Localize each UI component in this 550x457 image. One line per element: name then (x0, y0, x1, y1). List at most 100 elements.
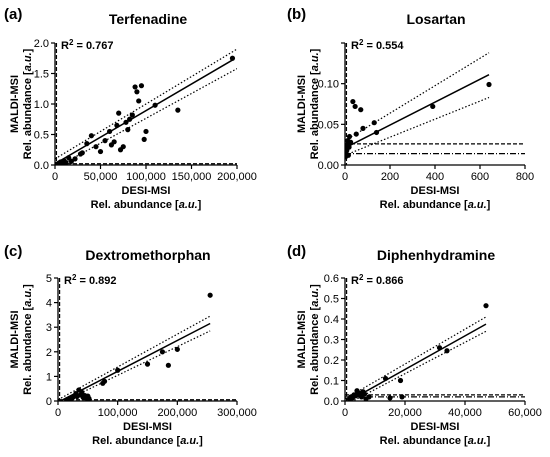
r2-annotation: R2 = 0.892 (64, 273, 116, 287)
data-point (66, 155, 72, 161)
data-point (436, 345, 443, 351)
y-tick-label: 0.0 (34, 160, 49, 172)
panel-b: (b) Losartan 0 200 400 600 800 0.00 0.05 0.10 R2 =… (287, 6, 534, 211)
data-point (63, 159, 69, 165)
x-axis-title: DESI-MSI (122, 185, 171, 197)
x-tick-label: 50,000 (84, 171, 118, 183)
data-point (345, 152, 351, 158)
data-point (101, 378, 108, 384)
data-point (346, 133, 353, 140)
r2-annotation: R2 = 0.554 (351, 38, 404, 52)
chart-title: Dextromethorphan (85, 247, 210, 263)
data-point (114, 122, 120, 128)
y-tick-label: 5 (46, 273, 52, 285)
data-point (152, 102, 158, 108)
x-axis-unit: Rel. abundance [a.u.] (380, 199, 491, 211)
y-tick-label: 1.0 (34, 99, 49, 111)
chart-title: Diphenhydramine (377, 247, 495, 263)
data-point (350, 98, 356, 105)
y-tick-label: 2.0 (34, 38, 49, 50)
data-point (138, 83, 145, 89)
y-tick-label: 0.00 (318, 160, 339, 172)
x-tick-label: 800 (516, 171, 534, 183)
data-point (84, 141, 90, 147)
x-tick-label: 0 (52, 171, 58, 183)
x-tick-label: 20,000 (388, 407, 422, 419)
y-tick-label: 0.5 (34, 130, 49, 142)
panel-letter: (a) (4, 6, 22, 23)
x-tick-label: 0 (342, 171, 348, 183)
x-axis-unit: Rel. abundance [a.u.] (91, 199, 202, 211)
data-point (97, 148, 104, 155)
ci-upper-line (55, 48, 237, 160)
panel-d: (d) Diphenhydramine 0 20,000 40,000 60,000 0.0… (287, 243, 542, 447)
y-tick-label: 2 (46, 347, 52, 359)
data-point (207, 292, 213, 298)
data-point (136, 98, 142, 104)
data-point (373, 129, 380, 136)
x-axis-title: DESI-MSI (123, 421, 172, 433)
panel-letter: (c) (4, 243, 22, 260)
y-tick-label: 0.3 (324, 335, 339, 347)
data-point (68, 158, 74, 164)
x-axis-unit: Rel. abundance [a.u.] (380, 435, 491, 447)
ci-lower-line (59, 68, 237, 165)
data-point (229, 55, 236, 61)
panel-c: (c) Dextromethorphan 0 100,000 200,000 300,00… (4, 243, 257, 447)
data-point (387, 395, 393, 401)
regression-line (347, 323, 487, 401)
y-tick-label: 1.5 (34, 69, 49, 81)
x-tick-label: 300,000 (217, 407, 257, 419)
data-point (129, 112, 135, 118)
y-axis-unit: Rel. abundance [a.u.] (309, 48, 321, 159)
y-tick-label: 1 (46, 371, 52, 383)
data-point (120, 144, 126, 150)
data-point (144, 361, 151, 367)
x-axis-title: DESI-MSI (411, 185, 460, 197)
data-point (348, 139, 354, 145)
data-point (132, 84, 138, 90)
data-point (127, 116, 133, 122)
x-tick-label: 100,000 (98, 407, 138, 419)
y-tick-label: 0.5 (324, 294, 339, 306)
y-axis-title: MALDI-MSI (296, 310, 308, 368)
y-tick-label: 3 (46, 322, 52, 334)
x-tick-label: 150,000 (172, 171, 212, 183)
y-tick-label: 0 (46, 396, 52, 408)
y-tick-label: 0.4 (324, 314, 339, 326)
x-tick-label: 40,000 (448, 407, 482, 419)
data-point (174, 346, 180, 352)
data-point (125, 127, 131, 133)
y-axis-title: MALDI-MSI (9, 75, 21, 133)
x-tick-label: 600 (471, 171, 489, 183)
data-point (399, 394, 405, 400)
ci-lower-line (345, 96, 490, 156)
data-point (79, 150, 85, 156)
data-point (102, 138, 108, 144)
data-point (72, 156, 78, 162)
panel-a: (a) Terfenadine 0 50,000 100,000 150,000 200,0… (4, 6, 257, 211)
y-axis-unit: Rel. abundance [a.u.] (309, 284, 321, 395)
y-axis-title: MALDI-MSI (296, 75, 308, 133)
y-axis-title: MALDI-MSI (9, 310, 21, 368)
x-axis-title: DESI-MSI (411, 421, 460, 433)
r2-annotation: R2 = 0.767 (61, 38, 113, 52)
x-tick-label: 0 (342, 407, 348, 419)
y-tick-label: 4 (46, 298, 52, 310)
regression-line (55, 59, 233, 165)
data-point (346, 144, 352, 150)
data-point (444, 348, 450, 354)
data-point (123, 119, 129, 125)
data-point (366, 394, 372, 400)
y-tick-label: 0.0 (324, 396, 339, 408)
y-axis-unit: Rel. abundance [a.u.] (22, 48, 34, 159)
data-point (175, 107, 181, 113)
data-point (115, 367, 121, 373)
y-axis-unit: Rel. abundance [a.u.] (22, 284, 34, 395)
x-tick-label: 200,000 (217, 171, 257, 183)
data-point (352, 103, 358, 110)
data-point (430, 103, 436, 110)
data-point (86, 395, 92, 401)
data-point (483, 303, 489, 309)
